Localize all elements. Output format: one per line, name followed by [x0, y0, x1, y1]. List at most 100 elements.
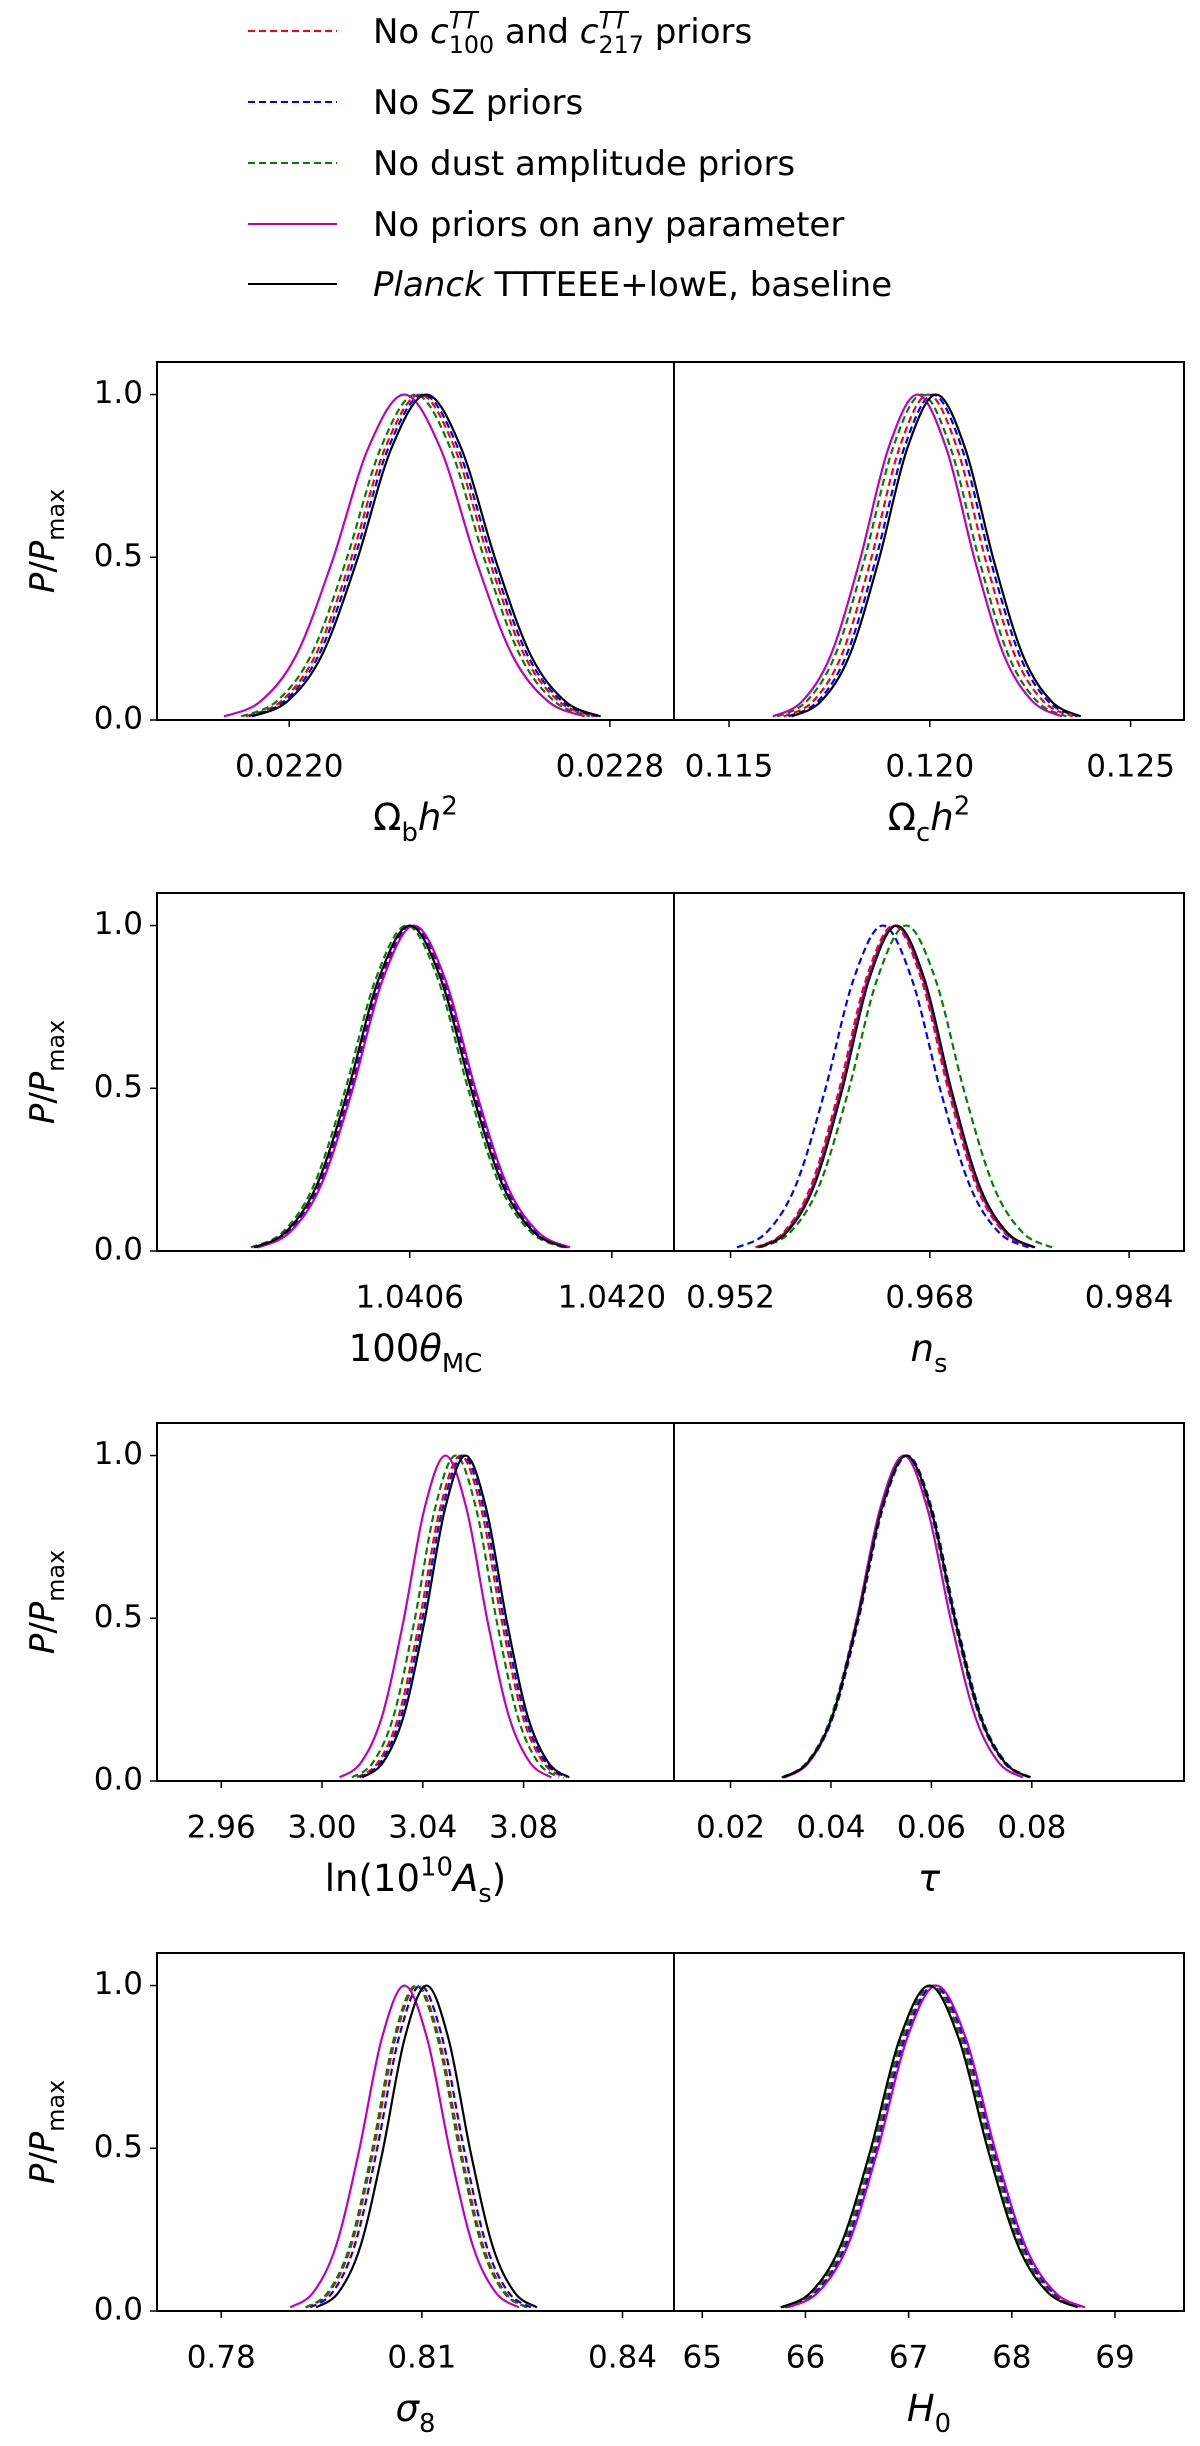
- text-part: P: [23, 1633, 63, 1654]
- text-part: TT: [598, 7, 630, 35]
- x-tick-label: 68: [992, 2340, 1031, 2376]
- x-tick-label: 0.84: [588, 2340, 657, 2376]
- x-tick-label: 3.08: [489, 1810, 558, 1846]
- density-curve: [256, 924, 570, 1249]
- y-tick-label: 0.5: [94, 538, 143, 574]
- x-tick-label: 0.04: [796, 1810, 865, 1846]
- plot-area: [250, 924, 571, 1249]
- density-curve: [782, 1454, 1031, 1779]
- axes-frame: [156, 1422, 675, 1782]
- text-part: Planck: [373, 265, 485, 305]
- x-tick-label: 0.984: [1085, 1280, 1174, 1316]
- text-part: θ: [419, 1327, 442, 1370]
- text-part: 2: [954, 791, 970, 821]
- density-curve: [361, 1454, 570, 1779]
- axes-frame: [673, 1952, 1185, 2312]
- x-tick-label: 0.115: [685, 749, 774, 785]
- y-tick-label: 0.0: [94, 2292, 143, 2328]
- text-part: H: [907, 2387, 935, 2430]
- x-tick-label: 3.04: [388, 1810, 457, 1846]
- text-part: TTTEEE+lowE, baseline: [484, 265, 892, 305]
- x-axis-label: Ωbh2: [373, 791, 458, 848]
- text-part: n: [911, 1327, 934, 1370]
- y-tick-label: 1.0: [94, 1966, 143, 2002]
- axes-frame: [673, 361, 1185, 721]
- plot-area: [223, 393, 602, 718]
- x-tick-label: 3.00: [288, 1810, 357, 1846]
- text-part: TT: [449, 7, 481, 35]
- text-part: 8: [419, 2409, 435, 2439]
- text-part: priors: [644, 12, 752, 52]
- text-part: No: [373, 12, 430, 52]
- density-curve: [254, 924, 568, 1249]
- plot-area: [780, 1984, 1086, 2309]
- density-curve: [784, 1984, 1083, 2309]
- y-tick-label: 0.0: [94, 701, 143, 737]
- plot-area: [736, 924, 1053, 1249]
- text-part: P: [23, 1601, 63, 1622]
- text-part: c: [916, 818, 930, 848]
- text-part: c: [430, 12, 449, 52]
- text-part: ): [492, 1857, 506, 1900]
- density-curve: [785, 1984, 1084, 2309]
- x-tick-label: 66: [786, 2340, 825, 2376]
- y-tick-label: 0.5: [94, 2129, 143, 2165]
- y-tick-label: 0.5: [94, 1069, 143, 1105]
- x-tick-label: 0.0220: [235, 749, 343, 785]
- text-part: 0: [935, 2409, 951, 2439]
- text-part: /: [23, 1622, 63, 1634]
- y-tick-label: 1.0: [94, 906, 143, 942]
- text-part: 217: [598, 31, 643, 59]
- density-curve: [356, 1454, 565, 1779]
- axes-frame: [156, 1952, 675, 2312]
- density-curve: [787, 393, 1079, 718]
- text-part: τ: [918, 1857, 941, 1900]
- plot-area: [289, 1984, 538, 2309]
- text-part: Ω: [888, 796, 916, 839]
- density-curve: [358, 1454, 568, 1779]
- density-curve: [780, 1984, 1079, 2309]
- text-part: No dust amplitude priors: [373, 144, 795, 184]
- density-curve: [781, 1454, 1030, 1779]
- x-tick-label: 0.02: [696, 1810, 765, 1846]
- text-part: 100: [449, 31, 494, 59]
- density-curve: [306, 1984, 529, 2309]
- text-part: /: [23, 1092, 63, 1104]
- density-curve: [772, 393, 1063, 718]
- y-axis-label: P/Pmax: [23, 489, 70, 593]
- y-axis-label: P/Pmax: [23, 1020, 70, 1124]
- density-curve: [754, 924, 1033, 1249]
- legend-label: No SZ priors: [373, 83, 583, 123]
- density-curve: [782, 1454, 1031, 1779]
- density-curve: [248, 393, 598, 718]
- text-part: h: [418, 796, 441, 839]
- density-curve: [782, 1984, 1081, 2309]
- text-part: ln(10: [325, 1857, 420, 1900]
- density-curve: [223, 393, 586, 718]
- y-tick-label: 0.0: [94, 1762, 143, 1798]
- text-part: /: [23, 561, 63, 573]
- text-part: max: [42, 2080, 70, 2132]
- text-part: max: [42, 489, 70, 541]
- density-curve: [250, 924, 564, 1249]
- density-curve: [760, 924, 1053, 1249]
- text-part: 10: [420, 1852, 453, 1882]
- density-curve: [257, 924, 571, 1249]
- density-curve: [791, 393, 1082, 718]
- x-tick-label: 0.125: [1086, 749, 1175, 785]
- text-part: P: [23, 1103, 63, 1124]
- legend-label: No priors on any parameter: [373, 205, 844, 245]
- x-tick-label: 0.81: [387, 2340, 456, 2376]
- x-tick-label: 0.952: [686, 1280, 775, 1316]
- axes-frame: [673, 1422, 1185, 1782]
- text-part: σ: [396, 2387, 421, 2430]
- x-tick-label: 67: [889, 2340, 928, 2376]
- text-part: P: [23, 572, 63, 593]
- x-axis-label: τ: [918, 1857, 941, 1900]
- density-curve: [787, 1984, 1086, 2309]
- text-part: c: [580, 12, 599, 52]
- x-tick-label: 69: [1095, 2340, 1134, 2376]
- x-axis-label: ln(1010As): [325, 1852, 506, 1909]
- density-curve: [339, 1454, 552, 1779]
